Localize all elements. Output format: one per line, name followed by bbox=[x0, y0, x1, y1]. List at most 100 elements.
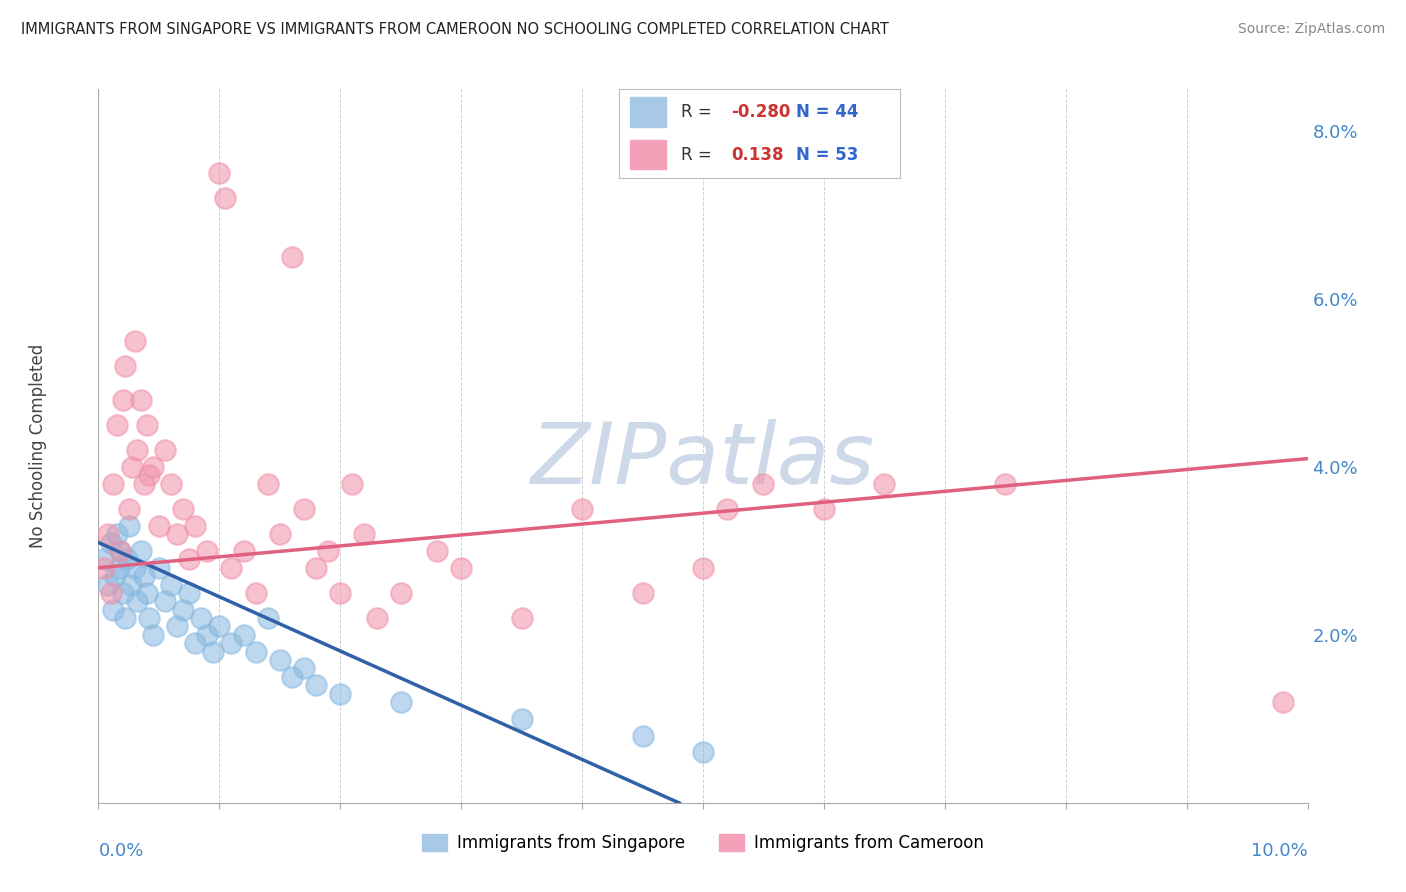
Point bbox=[108, 544, 131, 558]
Point bbox=[148, 518, 170, 533]
Point bbox=[752, 476, 775, 491]
Text: N = 44: N = 44 bbox=[796, 103, 858, 121]
Point bbox=[114, 611, 136, 625]
Point bbox=[692, 746, 714, 760]
Text: IMMIGRANTS FROM SINGAPORE VS IMMIGRANTS FROM CAMEROON NO SCHOOLING COMPLETED COR: IMMIGRANTS FROM SINGAPORE VS IMMIGRANTS … bbox=[21, 22, 889, 37]
Point bbox=[121, 460, 143, 475]
Point bbox=[153, 594, 176, 608]
Point bbox=[105, 417, 128, 432]
Point bbox=[179, 552, 201, 566]
Point bbox=[190, 611, 212, 625]
Text: Source: ZipAtlas.com: Source: ZipAtlas.com bbox=[1237, 22, 1385, 37]
Point bbox=[135, 417, 157, 432]
Point bbox=[142, 460, 165, 475]
Point bbox=[813, 502, 835, 516]
Text: R =: R = bbox=[681, 145, 717, 164]
Point bbox=[202, 645, 225, 659]
Point bbox=[120, 577, 142, 591]
Text: 10.0%: 10.0% bbox=[1251, 842, 1308, 860]
Point bbox=[108, 544, 131, 558]
Point bbox=[305, 678, 328, 692]
Point bbox=[873, 476, 896, 491]
Point bbox=[118, 518, 141, 533]
Point bbox=[111, 586, 134, 600]
Point bbox=[631, 586, 654, 600]
Point bbox=[127, 594, 149, 608]
Point bbox=[148, 560, 170, 574]
Point bbox=[232, 628, 254, 642]
Point bbox=[208, 619, 231, 633]
Point bbox=[214, 191, 236, 205]
Point bbox=[93, 560, 115, 574]
Point bbox=[101, 603, 124, 617]
Text: R =: R = bbox=[681, 103, 717, 121]
Point bbox=[256, 611, 278, 625]
Point bbox=[450, 560, 472, 574]
Point bbox=[195, 544, 218, 558]
Point bbox=[134, 476, 156, 491]
Point bbox=[245, 586, 267, 600]
Point bbox=[510, 712, 533, 726]
Bar bbox=[630, 97, 666, 127]
Point bbox=[160, 476, 183, 491]
Point bbox=[292, 502, 315, 516]
Point bbox=[118, 502, 141, 516]
Point bbox=[101, 476, 124, 491]
Point bbox=[138, 468, 160, 483]
Point bbox=[366, 611, 388, 625]
Legend: Immigrants from Singapore, Immigrants from Cameroon: Immigrants from Singapore, Immigrants fr… bbox=[416, 827, 990, 859]
Point bbox=[329, 687, 352, 701]
Point bbox=[179, 586, 201, 600]
Point bbox=[117, 552, 139, 566]
Point bbox=[269, 527, 291, 541]
Point bbox=[195, 628, 218, 642]
Point bbox=[994, 476, 1017, 491]
Point bbox=[692, 560, 714, 574]
Point bbox=[571, 502, 593, 516]
Point bbox=[269, 653, 291, 667]
Point bbox=[142, 628, 165, 642]
Point bbox=[108, 560, 131, 574]
Point bbox=[232, 544, 254, 558]
Point bbox=[111, 392, 134, 407]
Point bbox=[716, 502, 738, 516]
Point bbox=[221, 560, 243, 574]
Bar bbox=[630, 140, 666, 169]
Point bbox=[135, 586, 157, 600]
Point bbox=[245, 645, 267, 659]
Point bbox=[138, 611, 160, 625]
Point bbox=[105, 527, 128, 541]
Point bbox=[93, 552, 115, 566]
Point bbox=[184, 518, 207, 533]
Point bbox=[256, 476, 278, 491]
Point bbox=[510, 611, 533, 625]
Point bbox=[221, 636, 243, 650]
Point bbox=[316, 544, 339, 558]
Point bbox=[134, 569, 156, 583]
Point bbox=[353, 527, 375, 541]
Point bbox=[184, 636, 207, 650]
Point bbox=[100, 535, 122, 549]
Text: 0.0%: 0.0% bbox=[98, 842, 143, 860]
Point bbox=[127, 443, 149, 458]
Point bbox=[342, 476, 364, 491]
Point bbox=[104, 569, 127, 583]
Point bbox=[97, 527, 120, 541]
Point bbox=[389, 695, 412, 709]
Point bbox=[208, 166, 231, 180]
Point bbox=[114, 359, 136, 374]
Point bbox=[305, 560, 328, 574]
Point bbox=[166, 527, 188, 541]
Point bbox=[153, 443, 176, 458]
Point bbox=[281, 250, 304, 264]
Point bbox=[329, 586, 352, 600]
Point bbox=[1272, 695, 1295, 709]
Point bbox=[166, 619, 188, 633]
Text: No Schooling Completed: No Schooling Completed bbox=[30, 344, 46, 548]
Point bbox=[172, 502, 194, 516]
Text: N = 53: N = 53 bbox=[796, 145, 858, 164]
Point bbox=[160, 577, 183, 591]
Point bbox=[292, 661, 315, 675]
Text: -0.280: -0.280 bbox=[731, 103, 790, 121]
Point bbox=[124, 560, 146, 574]
